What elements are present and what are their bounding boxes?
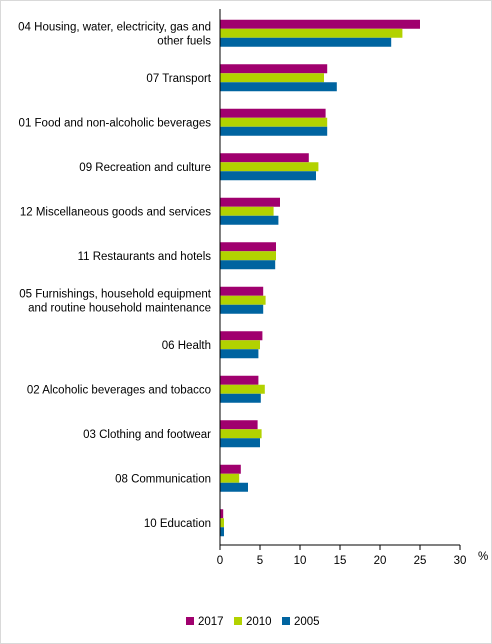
bar-2010-4 [220,162,319,172]
bar-2010-12 [220,518,224,528]
category-label: 01 Food and non-alcoholic beverages [19,117,212,129]
bar-2005-10 [220,438,260,448]
category-label: 08 Communication [115,473,211,485]
category-label: 06 Health [162,340,211,352]
legend-swatch-2005 [282,617,290,625]
legend-swatch-2017 [186,617,194,625]
bar-2010-9 [220,384,265,394]
x-tick-label: 25 [414,555,427,567]
bar-2017-12 [220,509,224,519]
bar-2010-1 [220,28,403,38]
bar-2010-7 [220,295,266,305]
bar-2010-8 [220,340,260,350]
bar-2017-1 [220,19,420,29]
category-label: other fuels [157,35,211,47]
category-label: 03 Clothing and footwear [83,429,211,441]
bar-2017-8 [220,331,263,341]
bar-2005-12 [220,527,224,537]
category-label: 12 Miscellaneous goods and services [20,206,211,218]
bar-2005-5 [220,215,279,225]
bar-2017-6 [220,242,276,252]
bar-2017-7 [220,286,264,296]
category-label: 07 Transport [146,73,211,85]
x-tick-label: 30 [454,555,467,567]
category-label: and routine household maintenance [28,302,211,314]
bar-2017-5 [220,197,280,207]
category-label: 10 Education [144,518,211,530]
bar-2010-3 [220,117,328,127]
x-tick-label: 0 [217,555,223,567]
legend-swatch-2010 [234,617,242,625]
x-unit-label: % [478,551,488,563]
x-tick-label: 10 [294,555,307,567]
bar-2010-5 [220,206,274,216]
legend-label: 2010 [246,616,272,628]
bar-2017-4 [220,153,309,163]
bar-2005-6 [220,260,276,270]
bar-2017-3 [220,108,326,118]
category-label: 05 Furnishings, household equipment [19,288,212,300]
category-label: 09 Recreation and culture [79,162,211,174]
category-label: 04 Housing, water, electricity, gas and [18,21,211,33]
bar-2010-11 [220,473,240,483]
x-tick-label: 15 [334,555,347,567]
bar-2005-1 [220,37,392,47]
bar-2005-7 [220,304,264,314]
bar-2017-9 [220,375,259,385]
legend-label: 2005 [294,616,320,628]
x-tick-label: 20 [374,555,387,567]
bar-2005-11 [220,482,248,492]
bar-2017-2 [220,64,328,74]
bar-2010-10 [220,429,262,439]
bar-2005-9 [220,393,261,403]
bar-2005-8 [220,349,259,359]
bar-2010-6 [220,251,276,261]
bar-2005-2 [220,82,337,92]
bar-2017-10 [220,420,258,430]
bar-2005-3 [220,126,328,136]
category-label: 11 Restaurants and hotels [78,251,212,263]
category-label: 02 Alcoholic beverages and tobacco [27,384,211,396]
legend-label: 2017 [198,616,224,628]
bar-2010-2 [220,73,324,83]
x-tick-label: 5 [257,555,263,567]
bar-2005-4 [220,171,316,181]
bar-2017-11 [220,464,241,474]
